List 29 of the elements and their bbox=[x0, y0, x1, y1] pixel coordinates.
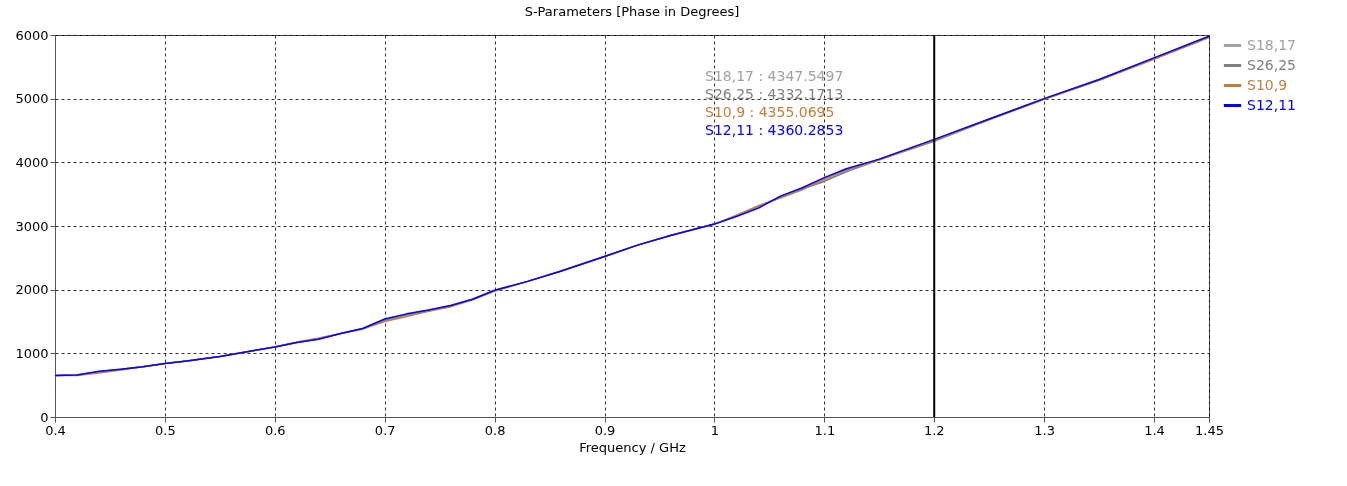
x-tick-label: 0.4 bbox=[45, 422, 66, 438]
y-tick-label: 4000 bbox=[15, 154, 49, 170]
x-tick-label: 1.3 bbox=[1034, 422, 1055, 438]
x-tick-label: 1.1 bbox=[814, 422, 836, 438]
chart-title: S-Parameters [Phase in Degrees] bbox=[524, 4, 740, 19]
x-tick-label: 1 bbox=[710, 422, 720, 438]
ref-line-label: 1.2 bbox=[923, 423, 945, 438]
y-tick-label: 5000 bbox=[15, 91, 49, 107]
x-tick-label: 1.45 bbox=[1195, 422, 1224, 438]
x-tick-label: 1.4 bbox=[1144, 422, 1165, 438]
x-tick-label: 0.6 bbox=[264, 422, 286, 438]
legend-label: S10,9 bbox=[1247, 76, 1288, 93]
y-tick-label: 2000 bbox=[15, 282, 49, 298]
y-tick-label: 1000 bbox=[15, 345, 49, 361]
annotation: S12,11 : 4360.2853 bbox=[705, 122, 844, 138]
annotation: S26,25 : 4332.1713 bbox=[705, 86, 844, 102]
x-axis-title: Frequency / GHz bbox=[579, 439, 686, 455]
y-tick-label: 3000 bbox=[15, 218, 49, 234]
x-tick-label: 0.8 bbox=[484, 422, 506, 438]
legend-label: S26,25 bbox=[1247, 56, 1296, 73]
y-tick-label: 6000 bbox=[15, 27, 49, 43]
legend-label: S12,11 bbox=[1247, 96, 1296, 113]
legend-label: S18,17 bbox=[1247, 36, 1296, 53]
y-tick-label: 0 bbox=[40, 409, 49, 425]
annotation: S18,17 : 4347.5497 bbox=[705, 68, 844, 84]
x-tick-label: 0.5 bbox=[155, 422, 176, 438]
x-tick-label: 0.7 bbox=[374, 422, 396, 438]
annotation: S10,9 : 4355.0695 bbox=[705, 104, 835, 120]
x-tick-label: 0.9 bbox=[594, 422, 616, 438]
